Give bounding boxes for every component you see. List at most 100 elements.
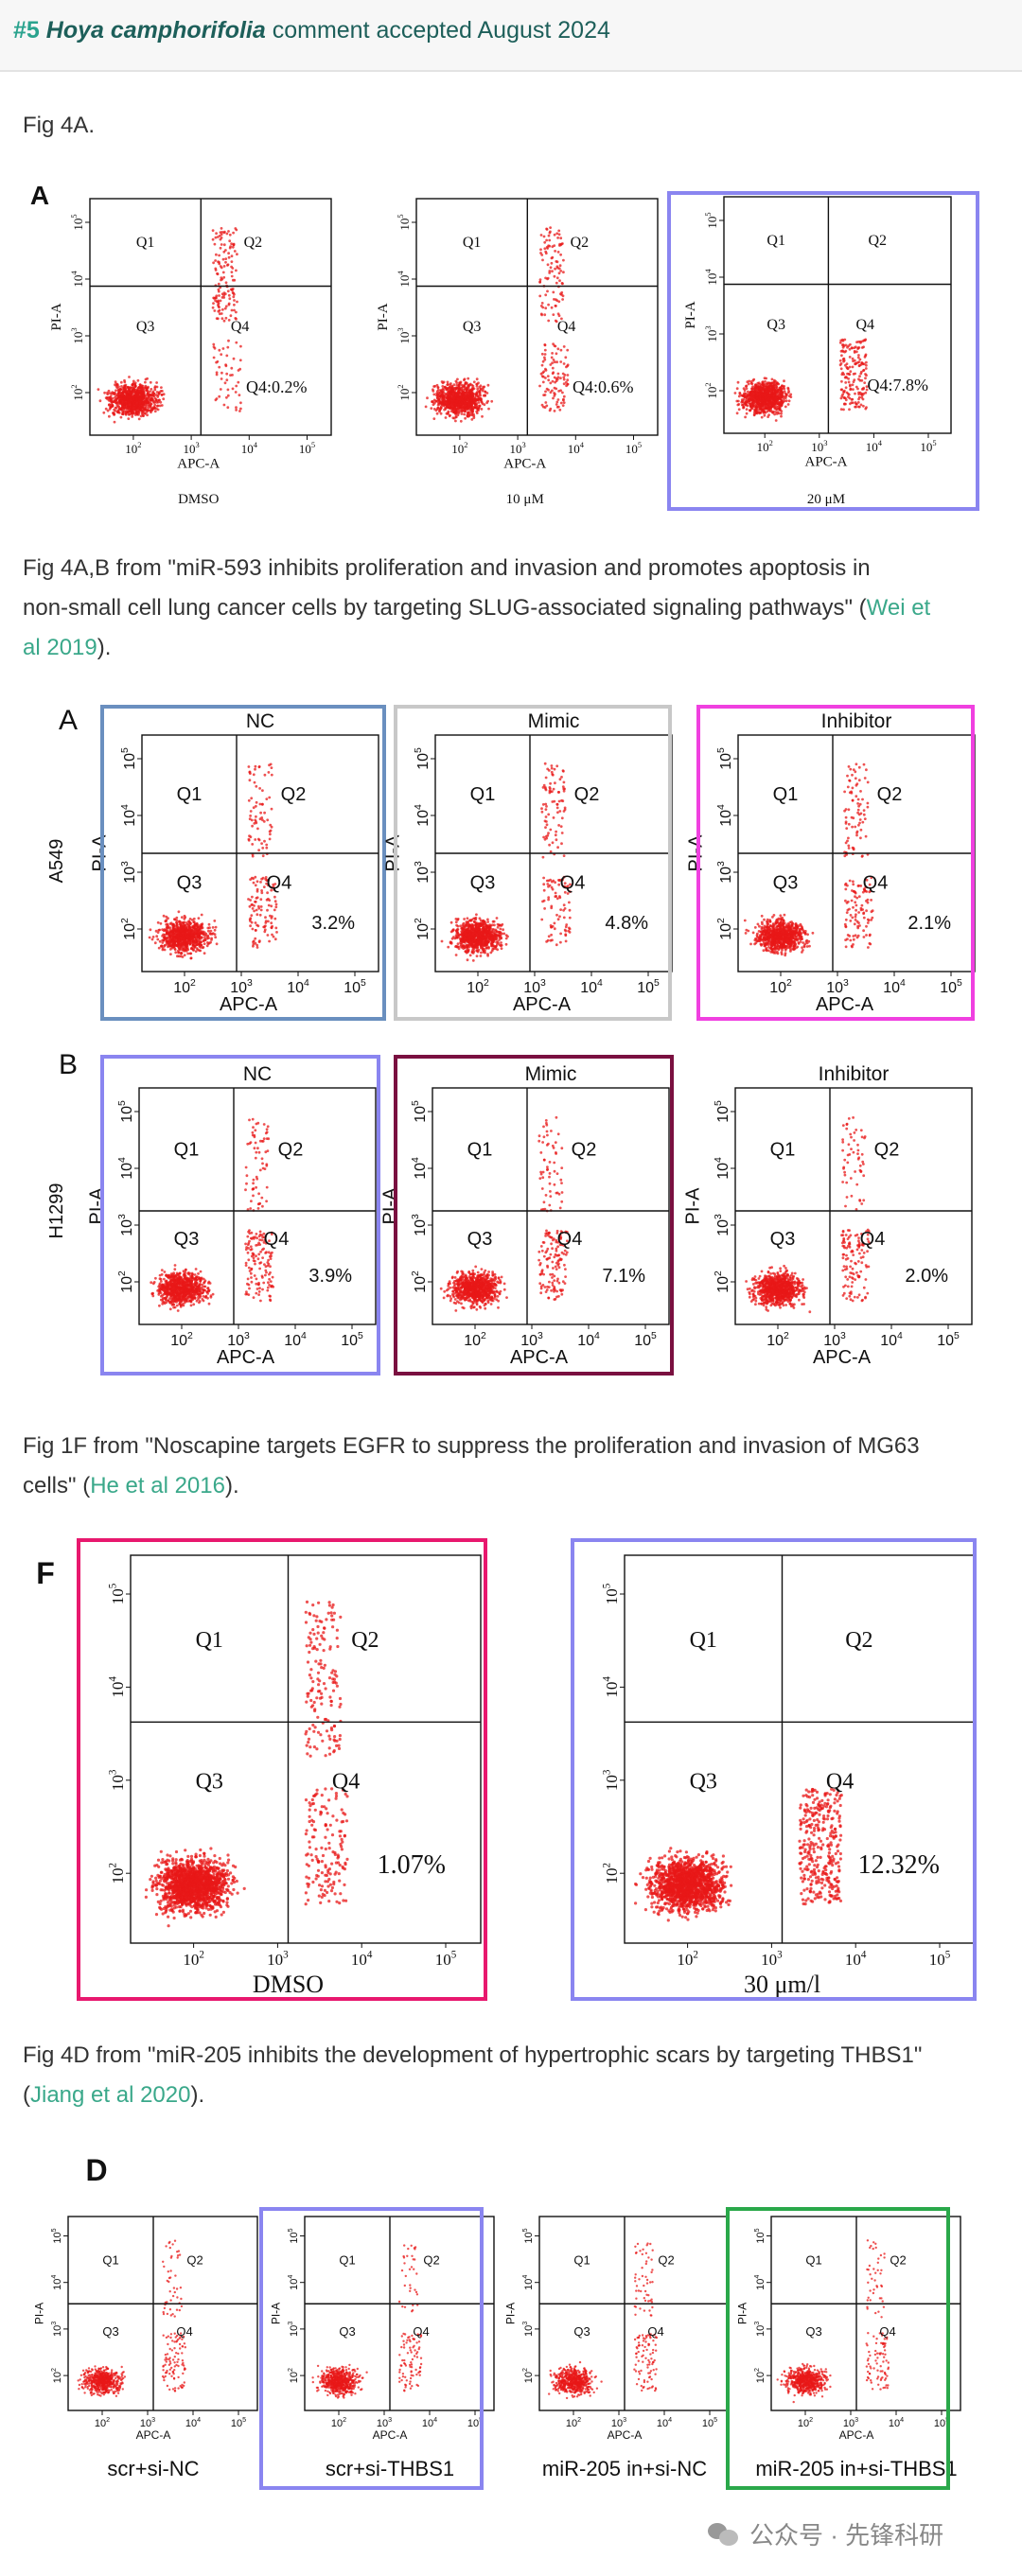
caption-text: Fig 4A. (23, 113, 96, 138)
quadrant-label-q1: Q1 (470, 784, 496, 805)
x-axis-title: APC-A (503, 457, 546, 472)
fig2-a-panel-3: 102 102 103 103 104 104 105 105 Q1 Q2 Q3 Q4 2.1% APC-… (686, 705, 976, 1021)
x-tick-label: 102 (173, 978, 196, 996)
x-tick-label: 104 (351, 1949, 373, 1969)
y-tick-label: 104 (716, 804, 734, 827)
fig2-b-panel-1: 102 102 103 103 104 104 105 105 Q1 Q2 Q3 Q4 3.9% APC-… (87, 1055, 380, 1376)
x-tick-label: 104 (889, 2416, 904, 2429)
y-tick-label: 102 (287, 2368, 300, 2383)
y-tick-label: 105 (753, 2228, 766, 2243)
x-tick-label: 103 (826, 978, 849, 996)
citation-link-wei[interactable]: Wei et (866, 595, 931, 621)
highlight-box (100, 705, 386, 1021)
y-tick-label: 105 (703, 212, 719, 228)
highlight-box (726, 2207, 950, 2490)
x-tick-label: 104 (845, 1949, 867, 1969)
figure-3-svg: F 102 102 103 103 104 104 105 105 Q1 Q2 Q3 Q4 1.07% DM… (36, 1538, 977, 2001)
x-tick-label: 103 (520, 1331, 543, 1349)
panel-condition-label: miR-205 in+si-THBS1 (755, 2457, 957, 2480)
quadrant-label-q1: Q1 (805, 2253, 821, 2268)
quadrant-label-q3: Q3 (463, 319, 482, 335)
x-tick-label: 105 (929, 1949, 951, 1969)
x-tick-label: 102 (467, 978, 489, 996)
fig2-a-panel-2: 102 102 103 103 104 104 105 105 Q1 Q2 Q3 Q4 4.8% APC-… (383, 705, 673, 1021)
y-tick-label: 103 (716, 861, 734, 884)
x-tick-label: 104 (657, 2416, 672, 2429)
quadrant-label-q2: Q2 (244, 235, 263, 251)
comment-status: comment accepted August 2024 (272, 17, 610, 44)
quadrant-label-q1: Q1 (690, 1628, 717, 1653)
y-tick-label: 105 (716, 747, 734, 770)
panel-condition-label: miR-205 in+si-NC (542, 2457, 707, 2480)
panel-condition-label: 20 μM (807, 492, 845, 507)
fig3-panel-2: 102 102 103 103 104 104 105 105 Q1 Q2 Q3 Q4 12.32% 30… (571, 1538, 977, 2001)
y-tick-label: 104 (411, 1157, 429, 1180)
x-tick-label: 102 (125, 440, 141, 456)
y-tick-label: 105 (414, 747, 432, 770)
scatter-dots (776, 2239, 890, 2404)
quadrant-label-q4: Q4 (332, 1769, 360, 1794)
quadrant-label-q2: Q2 (574, 784, 600, 805)
x-tick-label: 103 (811, 438, 827, 454)
highlight-box (394, 705, 672, 1021)
quadrant-label-q2: Q2 (874, 1140, 900, 1161)
y-axis-title: PI-A (270, 2303, 283, 2324)
quadrant-percentage: 2.1% (907, 913, 951, 934)
scatter-dots (144, 1600, 349, 1928)
quadrant-label-q1: Q1 (174, 1140, 200, 1161)
quadrant-label-q3: Q3 (470, 873, 496, 894)
quadrant-label-q1: Q1 (463, 235, 482, 251)
x-tick-label: 104 (883, 978, 906, 996)
y-tick-label: 103 (107, 1769, 127, 1791)
citation-link-he[interactable]: He et al 2016 (90, 1473, 225, 1498)
quadrant-label-q3: Q3 (467, 1229, 493, 1250)
quadrant-percentage: 4.8% (605, 913, 648, 934)
citation-link-wei-cont[interactable]: al 2019 (23, 635, 97, 660)
x-axis-title: APC-A (220, 994, 278, 1015)
quadrant-label-q4: Q4 (176, 2324, 192, 2339)
quadrant-label-q1: Q1 (177, 784, 203, 805)
figure-2: A B A549 H1299 102 102 103 103 104 104 105 105 Q1 Q2 Q… (0, 695, 1022, 1400)
scatter-dots (548, 2242, 659, 2400)
y-tick-label: 105 (287, 2228, 300, 2243)
y-tick-label: 105 (117, 1100, 135, 1123)
quadrant-percentage: Q4:0.6% (573, 377, 634, 396)
y-tick-label: 105 (120, 747, 138, 770)
quadrant-percentage: 1.07% (378, 1850, 446, 1880)
plot-frame (130, 1554, 482, 1944)
panel-condition-label: 30 μm/l (744, 1971, 820, 1998)
x-axis-title: APC-A (816, 994, 874, 1015)
quadrant-label-q4: Q4 (557, 319, 576, 335)
fig1-panel-2: 102 102 103 103 104 104 105 105 Q1 Q2 Q3 Q4 Q4:0.6% A… (376, 198, 659, 507)
caption-he: Fig 1F from "Noscapine targets EGFR to s… (23, 1427, 988, 1506)
scatter-dots (439, 1115, 569, 1312)
x-tick-label: 105 (937, 1331, 960, 1349)
x-tick-label: 105 (435, 1949, 457, 1969)
x-tick-label: 104 (287, 978, 309, 996)
y-tick-label: 103 (753, 2322, 766, 2337)
caption-end: ). (97, 635, 112, 660)
citation-link-jiang[interactable]: Jiang et al 2020 (30, 2082, 191, 2108)
fig1-panel-3: 102 102 103 103 104 104 105 105 Q1 Q2 Q3 Q4 Q4:7.8% A… (667, 191, 979, 511)
x-tick-label: 103 (377, 2416, 392, 2429)
x-tick-label: 103 (843, 2416, 858, 2429)
watermark-text: 公众号 · 先锋科研 (749, 2521, 944, 2550)
caption-line: cells" ( (23, 1473, 91, 1498)
y-axis-title: PI-A (383, 834, 404, 872)
highlight-box (667, 191, 979, 511)
quadrant-label-q4: Q4 (860, 1229, 886, 1250)
y-tick-label: 103 (414, 861, 432, 884)
comment-header: #5 Hoya camphorifolia comment accepted A… (0, 0, 1022, 72)
figure-1-svg: A 102 102 103 103 104 104 105 105 Q1 Q2 Q3 Q4 Q4:0.2%… (30, 181, 979, 511)
y-tick-label: 102 (396, 384, 412, 400)
watermark: 公众号 · 先锋科研 (708, 2516, 943, 2551)
scatter-dots (440, 762, 572, 962)
y-tick-label: 103 (50, 2322, 63, 2337)
quadrant-label-q3: Q3 (766, 317, 785, 333)
x-tick-label: 102 (331, 2416, 346, 2429)
x-axis-title: APC-A (510, 1347, 569, 1368)
species-link[interactable]: Hoya camphorifolia (45, 17, 266, 44)
y-tick-label: 105 (521, 2228, 535, 2243)
y-tick-label: 102 (120, 918, 138, 940)
panel-title: Mimic (528, 710, 580, 732)
